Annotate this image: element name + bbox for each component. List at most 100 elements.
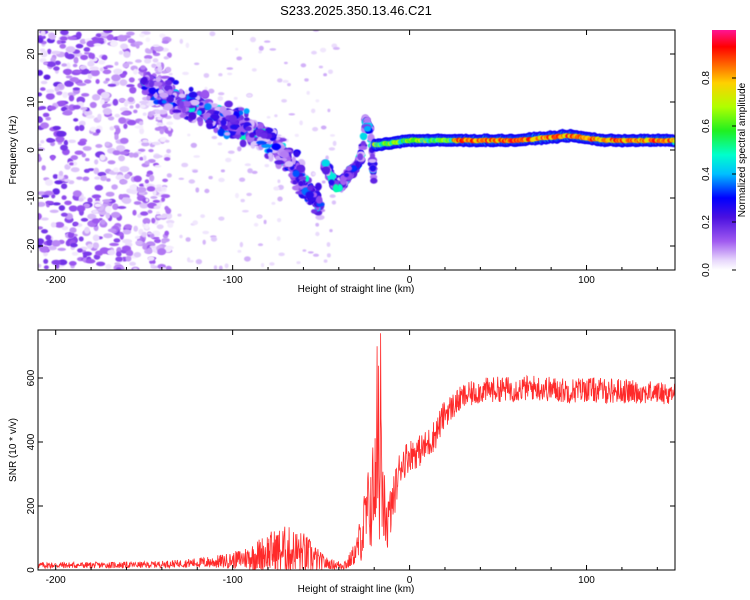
spectrogram-cell <box>251 68 257 72</box>
colorbar-tick-label: 0.6 <box>701 119 712 133</box>
spectrogram-cell <box>123 50 131 58</box>
spectrogram-cell <box>41 165 46 171</box>
spectrogram-cell <box>110 40 118 47</box>
snr-x-tick-label: -100 <box>223 575 243 586</box>
colorbar-gradient <box>712 30 736 270</box>
spectrogram-cell <box>100 219 106 225</box>
spectrogram-cell <box>325 155 329 160</box>
spectrogram-cell <box>150 196 158 199</box>
spectrogram-cell <box>129 261 137 266</box>
spectrogram-cell <box>46 239 53 246</box>
spectrogram-cell <box>239 139 247 148</box>
spectrogram-cell <box>78 198 84 202</box>
spectrogram-cell <box>193 155 201 158</box>
spectrogram-cell <box>210 236 218 242</box>
spectrogram-cell <box>117 206 127 209</box>
spectrogram-cell <box>269 262 275 266</box>
spectrogram-cell <box>92 209 99 214</box>
spectrogram-cell <box>126 84 135 88</box>
spectrogram-cell <box>99 32 109 37</box>
spectrogram-cell <box>166 173 172 178</box>
spectrogram-cell <box>188 112 197 120</box>
spectrogram-cell <box>112 150 121 156</box>
spectrogram-cell <box>113 167 119 173</box>
spectrogram-cell <box>49 209 59 213</box>
spectrogram-cell <box>141 231 147 238</box>
spectrogram-cell <box>140 65 146 70</box>
spectrogram-cell <box>264 164 270 168</box>
spectrogram-cell <box>258 50 262 54</box>
spectrogram-cell <box>240 198 245 203</box>
spectrogram-cell <box>161 40 169 44</box>
spectrogram-cell <box>168 126 172 131</box>
spectrogram-cell <box>237 146 242 152</box>
spectrogram-cell <box>323 259 328 263</box>
spectrogram-cell <box>73 69 82 74</box>
spectrogram-cell <box>149 174 155 182</box>
spectrogram-cell <box>142 139 149 143</box>
spectrogram-cell <box>54 180 64 185</box>
spectrogram-cell <box>106 178 111 182</box>
spectrogram-cell <box>47 105 57 111</box>
spectrogram-cell <box>166 149 172 154</box>
spectrogram-cell <box>239 177 246 182</box>
spectrogram-cell <box>59 36 68 41</box>
snr-x-ticks: -200 -100 0 100 <box>46 330 658 586</box>
spectrogram-cell <box>177 213 182 217</box>
spectrogram-cell <box>38 201 46 207</box>
spectrogram-cell <box>95 79 100 84</box>
spectrogram-cell <box>139 202 149 209</box>
spectrogram-cell <box>246 192 252 197</box>
spectrogram-cell <box>163 103 174 110</box>
spectrogram-cell <box>125 255 132 262</box>
spectrogram-cell <box>256 140 266 145</box>
spectrogram-cell <box>115 145 126 152</box>
spectrogram-cell <box>119 107 129 112</box>
spectrogram-cell <box>114 113 121 118</box>
spectrogram-cell <box>38 92 43 97</box>
spectrogram-cell <box>156 211 160 215</box>
spectrogram-cell <box>355 160 361 169</box>
spectrogram-cell <box>86 243 94 249</box>
spectrogram-cell <box>147 232 152 235</box>
spectrogram-cell <box>72 105 81 110</box>
spectrogram-cell <box>93 167 100 175</box>
spectrogram-cell <box>133 201 142 205</box>
spectrogram-cell <box>100 175 108 182</box>
spectrogram-cell <box>111 74 121 82</box>
spectrogram-cell <box>143 155 147 161</box>
spectrogram-cell <box>84 79 92 84</box>
colorbar: 0.0 0.2 0.4 0.6 0.8 Normalized spectral ampl… <box>701 30 748 277</box>
spectrogram-cell <box>46 89 55 94</box>
spectrogram-cell <box>43 74 51 80</box>
spectrogram-cell <box>239 114 244 121</box>
spectrogram-cell <box>163 56 169 60</box>
spectrogram-cell <box>136 186 147 193</box>
spectrogram-cell <box>61 226 69 231</box>
spectrogram-cell <box>94 159 99 165</box>
spectrogram-cell <box>69 227 77 234</box>
spectrogram-cell <box>293 150 300 158</box>
spectrogram-cell <box>139 156 144 161</box>
spectrogram-cell <box>86 114 95 119</box>
spectrogram-cell <box>321 159 330 167</box>
spectrogram-cell <box>45 200 54 205</box>
spectrogram-cell <box>218 73 223 77</box>
spectrogram-cell <box>249 132 256 138</box>
spectrogram-cell <box>151 141 161 146</box>
spectrogram-cell <box>243 108 250 114</box>
spectrogram-cell <box>179 234 183 239</box>
snr-x-tick-label: 100 <box>578 575 595 586</box>
spectrogram-cell <box>51 50 61 55</box>
spectrogram-cell <box>135 103 140 109</box>
spectrogram-cell <box>117 34 126 42</box>
spectrogram-cell <box>269 48 277 51</box>
spectrogram-cell <box>74 150 84 155</box>
spectrogram-cell <box>265 127 274 133</box>
spectrogram-cell <box>159 128 165 135</box>
spectrogram-cell <box>125 249 134 257</box>
spectrogram-cell <box>111 211 121 218</box>
spectrogram-cell <box>69 77 79 83</box>
spectrogram-cell <box>99 247 110 255</box>
